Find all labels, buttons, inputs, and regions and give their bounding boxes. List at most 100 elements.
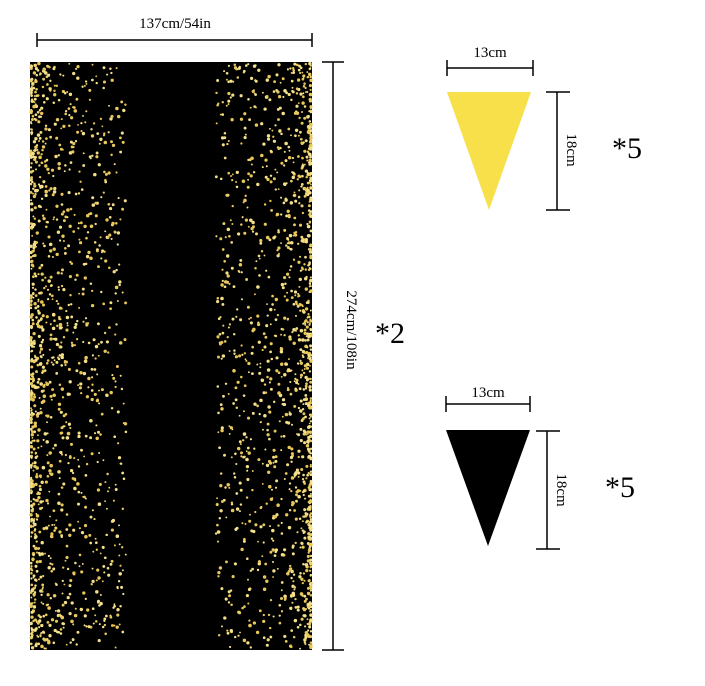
gold-dot <box>277 229 280 232</box>
gold-dot <box>73 109 78 113</box>
gold-dot <box>301 174 304 178</box>
gold-dot <box>84 505 88 509</box>
gold-dot <box>223 70 226 73</box>
gold-dot <box>309 229 313 233</box>
gold-dot <box>44 185 48 188</box>
width-label: 137cm/54in <box>139 16 211 32</box>
gold-dot <box>41 590 44 593</box>
gold-dot <box>66 322 69 325</box>
gold-dot <box>78 292 81 295</box>
gold-dot <box>307 204 311 208</box>
gold-dot <box>33 95 36 97</box>
gold-dot <box>69 293 72 297</box>
gold-dot <box>29 166 33 169</box>
gold-dot <box>97 430 100 434</box>
gold-dot <box>283 228 287 232</box>
length-label: 274cm/108in <box>343 290 359 370</box>
gold-dot <box>227 80 230 84</box>
gold-dot <box>104 172 108 176</box>
gold-dot <box>68 224 72 228</box>
gold-dot <box>280 282 285 287</box>
gold-dot <box>270 488 274 491</box>
gold-dot <box>308 110 311 113</box>
gold-dot <box>48 451 52 455</box>
gold-dot <box>309 500 313 504</box>
gold-dot <box>62 210 66 214</box>
gold-dot <box>59 73 62 76</box>
gold-dot <box>230 175 232 177</box>
gold-dot <box>43 244 46 248</box>
gold-dot <box>296 362 300 365</box>
gold-dot <box>281 111 285 116</box>
gold-dot <box>58 354 62 357</box>
gold-dot <box>289 564 292 568</box>
gold-dot <box>299 427 303 431</box>
gold-dot <box>46 220 49 224</box>
gold-dot <box>33 404 37 408</box>
gold-dot <box>309 565 313 569</box>
gold-dot <box>246 185 250 189</box>
gold-dot <box>122 592 125 596</box>
gold-dot <box>280 581 284 584</box>
gold-dot <box>122 108 126 113</box>
gold-dot <box>110 559 114 563</box>
gold-dot <box>292 302 296 306</box>
gold-dot <box>299 373 304 377</box>
gold-dot <box>269 342 273 346</box>
gold-dot <box>232 402 235 405</box>
gold-dot <box>301 581 304 585</box>
gold-dot <box>284 412 289 417</box>
gold-dot <box>243 112 247 116</box>
gold-dot <box>38 619 42 623</box>
gold-dot <box>265 235 270 240</box>
gold-dot <box>46 359 50 362</box>
gold-dot <box>303 328 307 332</box>
gold-dot <box>59 613 62 616</box>
gold-dot <box>114 483 117 486</box>
gold-dot <box>252 529 256 534</box>
gold-dot <box>32 296 35 299</box>
gold-dot <box>73 457 76 460</box>
gold-dot <box>219 509 223 513</box>
gold-dot <box>31 151 35 156</box>
gold-dot <box>42 438 45 441</box>
gold-dot <box>267 275 271 279</box>
gold-dot <box>93 368 97 371</box>
gold-dot <box>29 377 33 381</box>
gold-dot <box>299 376 302 379</box>
gold-dot <box>256 404 259 408</box>
gold-dot <box>301 520 304 523</box>
gold-dot <box>93 172 97 177</box>
gold-dot <box>41 465 46 470</box>
gold-dot <box>77 431 81 435</box>
gold-dot <box>40 541 44 545</box>
gold-dot <box>226 274 230 278</box>
gold-dot <box>297 383 300 385</box>
gold-dot <box>106 236 110 239</box>
gold-dot <box>247 98 250 101</box>
gold-dot <box>276 248 279 252</box>
gold-dot <box>30 77 34 81</box>
gold-dot <box>30 389 33 392</box>
gold-dot <box>99 552 102 555</box>
gold-dot <box>299 572 302 575</box>
gold-dot <box>116 243 119 246</box>
gold-dot <box>298 517 302 521</box>
gold-dot <box>288 412 292 416</box>
gold-dot <box>243 136 247 140</box>
gold-dot <box>309 554 313 558</box>
gold-dot <box>62 74 65 77</box>
gold-dot <box>33 578 38 582</box>
gold-dot <box>45 225 48 229</box>
gold-dot <box>301 164 305 168</box>
gold-dot <box>274 486 278 489</box>
gold-dot <box>269 387 273 391</box>
gold-dot <box>229 629 233 633</box>
gold-dot <box>29 170 33 174</box>
gold-dot <box>56 324 59 328</box>
gold-dot <box>103 571 106 574</box>
gold-dot <box>78 170 81 173</box>
gold-dot <box>45 362 49 365</box>
gold-dot <box>266 314 269 317</box>
gold-dot <box>302 355 305 359</box>
